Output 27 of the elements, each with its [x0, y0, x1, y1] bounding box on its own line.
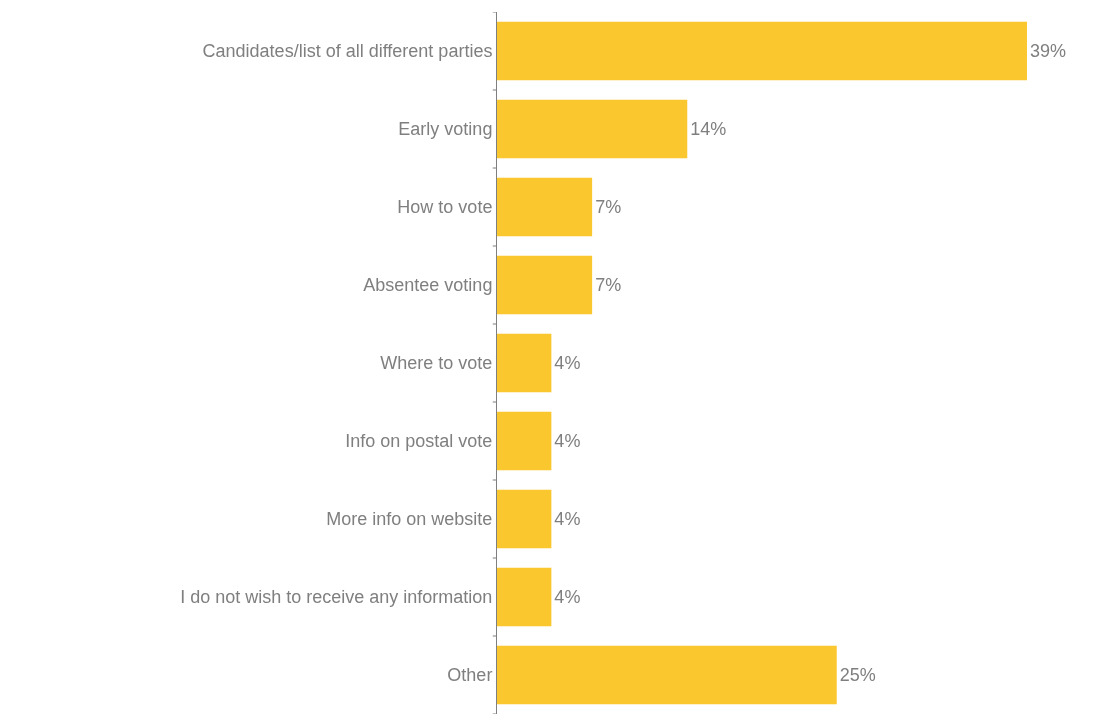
data-label: 14%: [690, 119, 727, 139]
y-tick-label: More info on website: [326, 509, 493, 530]
data-label: 25%: [839, 665, 876, 685]
y-tick-label: Other: [447, 665, 493, 686]
data-label: 4%: [554, 431, 581, 451]
data-label: 4%: [554, 353, 581, 373]
y-tick-label: How to vote: [397, 197, 493, 218]
bar: [497, 99, 688, 159]
y-tick-label: Where to vote: [380, 353, 493, 374]
bar: [497, 645, 837, 705]
y-tick-label: I do not wish to receive any information: [180, 587, 493, 608]
y-tick-label: Absentee voting: [363, 275, 493, 296]
data-label: 4%: [554, 509, 581, 529]
bar: [497, 177, 593, 237]
bar: [497, 489, 552, 549]
bar: [497, 255, 593, 315]
y-tick-label: Early voting: [398, 119, 493, 140]
y-tick-label: Candidates/list of all different parties: [202, 41, 493, 62]
data-label: 7%: [595, 197, 622, 217]
bar: [497, 21, 1027, 81]
data-label: 7%: [595, 275, 622, 295]
y-tick-label: Info on postal vote: [345, 431, 493, 452]
bar: [497, 567, 552, 627]
data-label: 4%: [554, 587, 581, 607]
bar: [497, 411, 552, 471]
bar: [497, 333, 552, 393]
data-label: 39%: [1030, 41, 1067, 61]
